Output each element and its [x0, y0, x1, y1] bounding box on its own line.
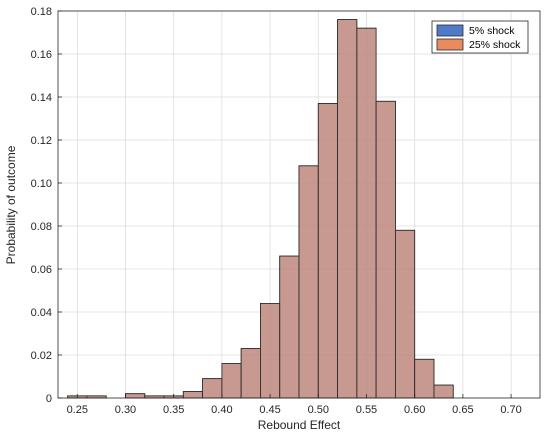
- x-axis-title: Rebound Effect: [258, 418, 341, 432]
- legend-label-25pct-shock: 25% shock: [469, 39, 521, 51]
- y-tick-label: 0.04: [31, 307, 52, 319]
- histogram-bar: [260, 302, 281, 399]
- x-tick-label: 0.50: [308, 404, 329, 416]
- y-tick-label: 0.02: [31, 350, 52, 362]
- axis-ticks: [58, 10, 512, 399]
- x-tick-label: 0.35: [163, 404, 184, 416]
- histogram-bar: [433, 384, 454, 399]
- x-tick-label: 0.25: [67, 404, 88, 416]
- histogram-bar: [356, 27, 377, 399]
- y-tick-label: 0.10: [31, 178, 52, 190]
- x-tick-label: 0.45: [259, 404, 280, 416]
- y-tick-label: 0: [46, 393, 52, 405]
- plot-frame: [57, 10, 541, 399]
- x-tick-label: 0.40: [211, 404, 232, 416]
- x-tick-labels: 0.25 0.30 0.35 0.40 0.45 0.50 0.55 0.60 0.65 0.70: [67, 404, 522, 416]
- histogram-bars: [67, 19, 454, 399]
- x-tick-label: 0.30: [115, 404, 136, 416]
- x-tick-label: 0.60: [404, 404, 425, 416]
- y-tick-label: 0.06: [31, 264, 52, 276]
- histogram-bar: [394, 229, 416, 399]
- legend: 5% shock 25% shock: [431, 20, 529, 54]
- histogram-bar: [317, 103, 338, 399]
- y-tick-label: 0.16: [31, 49, 52, 61]
- histogram-bar: [279, 255, 300, 399]
- y-axis-title: Probability of outcome: [4, 145, 18, 264]
- histogram-bar: [414, 358, 435, 399]
- x-tick-label: 0.70: [500, 404, 521, 416]
- histogram-bar: [221, 363, 242, 399]
- y-tick-label: 0.08: [31, 221, 52, 233]
- legend-swatch-25pct-shock: [436, 38, 464, 51]
- histogram-bar: [337, 19, 358, 399]
- legend-label-5pct-shock: 5% shock: [469, 25, 515, 37]
- histogram-bar: [375, 100, 396, 399]
- legend-swatch-5pct-shock: [436, 24, 464, 37]
- histogram-bar: [298, 165, 319, 399]
- x-tick-label: 0.55: [356, 404, 377, 416]
- y-tick-labels: 0 0.02 0.04 0.06 0.08 0.10 0.12 0.14 0.16 0.18: [31, 6, 52, 405]
- histogram-bar: [240, 348, 261, 399]
- y-tick-label: 0.12: [31, 135, 52, 147]
- y-tick-label: 0.18: [31, 6, 52, 18]
- histogram-bar: [182, 391, 204, 399]
- y-tick-label: 0.14: [31, 92, 52, 104]
- histogram-bar: [202, 378, 223, 399]
- x-tick-label: 0.65: [452, 404, 473, 416]
- histogram-bar: [125, 393, 146, 399]
